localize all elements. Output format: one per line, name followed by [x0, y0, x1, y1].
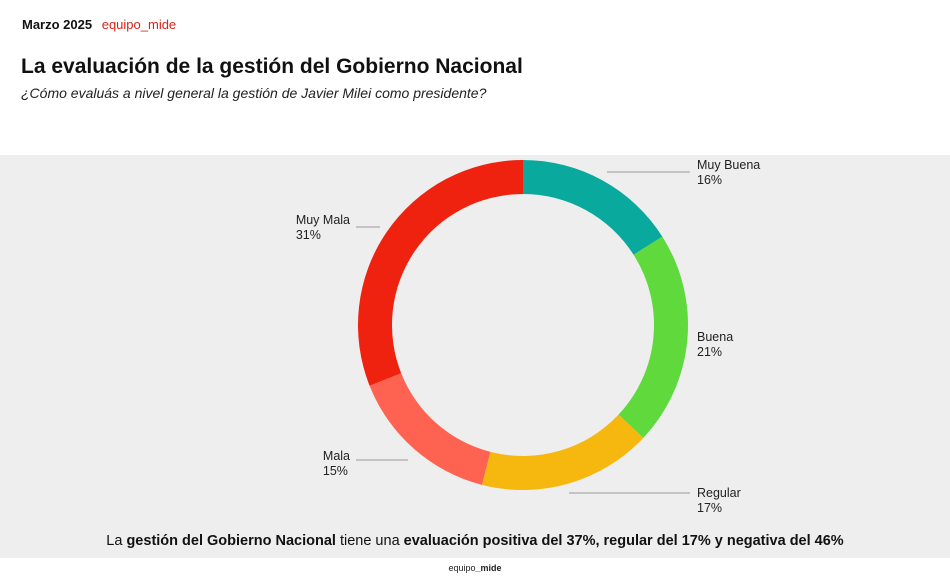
slice-label-muy-mala: Muy Mala 31% — [296, 213, 350, 243]
slice-name: Regular — [697, 486, 741, 500]
donut-slice-mala — [369, 373, 491, 485]
footer-brand: equipo_mide — [0, 563, 950, 573]
slice-value: 15% — [322, 464, 348, 478]
summary-bold-2: evaluación positiva del 37%, regular del… — [403, 533, 844, 549]
slice-value: 17% — [697, 501, 723, 515]
slice-label-mala: Mala 15% — [323, 449, 350, 479]
slice-label-regular: Regular 17% — [697, 486, 741, 516]
chart-panel — [0, 155, 950, 558]
donut-slice-buena — [618, 236, 688, 438]
summary-bold-1: gestión del Gobierno Nacional — [126, 533, 336, 549]
slice-label-muy-buena: Muy Buena 16% — [697, 158, 760, 188]
slice-name: Buena — [697, 330, 734, 344]
slice-value: 16% — [697, 173, 723, 187]
chart-title: La evaluación de la gestión del Gobierno… — [21, 55, 523, 78]
slice-value: 21% — [697, 345, 723, 359]
slice-name: Mala — [322, 449, 350, 463]
slice-name: Muy Buena — [697, 158, 761, 172]
slice-name: Muy Mala — [295, 213, 350, 227]
summary-text: La gestión del Gobierno Nacional tiene u… — [0, 533, 950, 549]
donut-slice-muy-buena — [523, 160, 663, 255]
donut-chart — [356, 160, 690, 494]
chart-subtitle: ¿Cómo evaluás a nivel general la gestión… — [21, 85, 487, 101]
slice-label-buena: Buena 21% — [697, 330, 733, 360]
brand-name: equipo_mide — [101, 17, 177, 32]
report-date: Marzo 2025 — [22, 17, 93, 32]
footer-brand-part-2: _mide — [475, 563, 502, 573]
footer-brand-part-1: equipo — [448, 563, 476, 573]
header-bar: Marzo 2025 equipo_mide — [22, 17, 176, 32]
summary-part-1: La — [106, 533, 127, 549]
summary-part-2: tiene una — [335, 533, 404, 549]
slice-value: 31% — [295, 228, 321, 242]
donut-slice-muy-mala — [357, 160, 523, 386]
donut-slice-regular — [481, 414, 644, 490]
